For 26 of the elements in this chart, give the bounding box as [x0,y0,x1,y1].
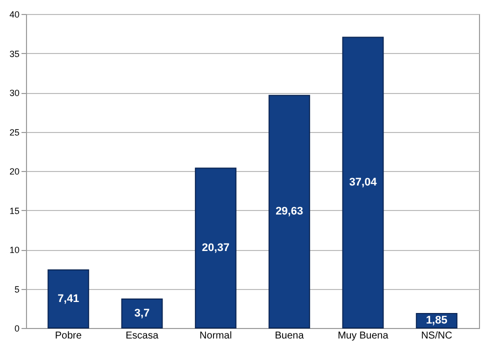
bar [342,36,384,328]
data-label: 37,04 [349,176,378,189]
data-label: 3,7 [134,307,150,320]
y-tick-label: 40 [9,10,20,20]
x-tick-label: Buena [274,330,304,342]
x-tick-label: Pobre [55,330,82,342]
y-tick-label: 5 [14,284,20,294]
y-tick-label: 25 [9,127,20,138]
x-tick-label: NS/NC [421,330,452,342]
bar [268,94,310,328]
data-label: 20,37 [202,242,230,254]
y-tick-label: 15 [9,206,20,216]
y-tick-label: 20 [9,166,20,176]
data-label: 7,41 [58,292,80,305]
bar [121,298,163,328]
data-label: 1,85 [426,314,448,327]
y-tick-label: 0 [14,324,20,334]
y-tick-label: 30 [9,88,20,98]
x-tick-label: Normal [200,330,232,342]
y-tick-label: 35 [9,48,20,59]
x-tick-label: Escasa [126,330,159,342]
y-tick-label: 10 [9,245,20,255]
bar [194,168,236,328]
data-label: 29,63 [276,206,304,218]
x-tick-label: Muy Buena [338,330,389,342]
bar [48,269,90,328]
